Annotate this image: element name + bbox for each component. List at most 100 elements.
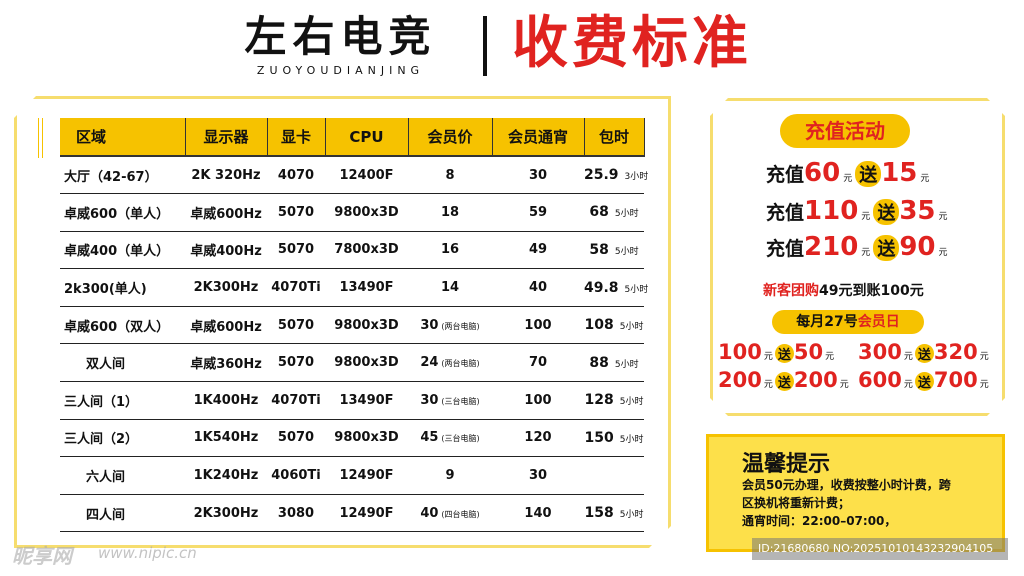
cell-area: 卓威400（单人）	[60, 231, 185, 270]
recharge-amount: 60	[804, 158, 841, 188]
yuan-unit: 元	[903, 380, 913, 390]
tips-line: 通宵时间：22:00–07:00，	[742, 514, 897, 528]
recharge-prefix: 充值	[766, 238, 805, 260]
deal-amount: 100	[718, 340, 762, 364]
member-day-prefix: 每月27号	[796, 314, 858, 330]
cell-package: 128 5小时	[584, 381, 644, 420]
table-row: 卓威600（单人） 卓威600Hz 5070 9800x3D 18 59 68 5小时	[60, 193, 644, 232]
package-price: 128	[584, 392, 614, 409]
table-row: 六人间 1K240Hz 4060Ti 12490F 9 30	[60, 456, 644, 495]
brand-name: 左右电竞	[244, 12, 437, 61]
member-day-banner: 每月27号会员日	[772, 310, 924, 334]
cell-overnight: 49	[492, 231, 584, 270]
column-header-monitor: 显示器	[185, 118, 268, 157]
price-value: 30	[420, 317, 439, 333]
give-badge: 送	[914, 372, 934, 391]
price-value: 8	[445, 167, 455, 183]
recharge-offer: 充值60 元送 15 元	[766, 158, 932, 188]
cell-gpu: 4060Ti	[267, 456, 325, 495]
cell-monitor: 卓威360Hz	[185, 343, 267, 383]
price-value: 18	[440, 204, 460, 220]
cell-monitor: 2K300Hz	[185, 268, 267, 307]
price-value: 16	[440, 242, 460, 258]
price-value: 45	[420, 430, 439, 446]
cell-package: 49.8 5小时	[584, 268, 648, 307]
cell-gpu: 4070Ti	[267, 268, 325, 307]
package-price: 49.8	[584, 279, 619, 296]
table-body: 大厅（42-67） 2K 320Hz 4070 12400F 8 30 25.9 3小时 卓威6…	[60, 156, 648, 533]
package-unit: 5小时	[614, 359, 639, 370]
cell-gpu: 4070	[267, 156, 325, 195]
package-price: 25.9	[584, 167, 619, 184]
cell-monitor: 卓威600Hz	[185, 306, 267, 345]
cell-area: 卓威600（单人）	[60, 193, 185, 232]
cell-package	[584, 456, 644, 495]
cell-package: 150 5小时	[584, 419, 644, 458]
deal-bonus: 700	[933, 368, 978, 392]
yuan-unit: 元	[825, 352, 835, 362]
frame-accent-bars	[38, 118, 42, 158]
package-unit: 5小时	[624, 284, 649, 295]
cell-overnight: 59	[492, 193, 584, 232]
column-header-cpu: CPU	[325, 118, 409, 157]
price-value: 9	[445, 468, 455, 484]
cell-area: 三人间（1）	[60, 381, 185, 420]
member-day-deal: 300 元送 320 元	[858, 340, 991, 364]
promo-frame	[710, 98, 1005, 416]
recharge-amount: 210	[804, 232, 859, 262]
price-note: (三台电脑)	[441, 396, 480, 406]
cell-member-price: 30 (三台电脑)	[408, 381, 492, 420]
cell-gpu: 3080	[267, 494, 325, 533]
yuan-unit: 元	[979, 352, 989, 362]
cell-package: 158 5小时	[584, 494, 644, 533]
price-note: (两台电脑)	[441, 359, 480, 369]
deal-bonus: 50	[793, 340, 824, 364]
package-unit: 5小时	[619, 322, 644, 333]
package-unit: 5小时	[619, 510, 644, 521]
cell-area: 四人间	[60, 494, 185, 533]
cell-member-price: 45 (三台电脑)	[408, 419, 492, 458]
member-day-deal: 200 元送 200 元	[718, 368, 851, 392]
yuan-unit: 元	[979, 380, 989, 390]
promo-title: 充值活动	[780, 114, 910, 148]
package-price: 150	[584, 429, 614, 446]
recharge-bonus: 15	[881, 158, 918, 188]
price-note: (四台电脑)	[441, 509, 480, 519]
yuan-unit: 元	[861, 248, 871, 258]
cell-gpu: 5070	[267, 343, 325, 383]
cell-area: 六人间	[60, 456, 185, 495]
recharge-prefix: 充值	[766, 202, 805, 224]
price-note: (两台电脑)	[441, 321, 480, 331]
package-price: 158	[584, 505, 614, 522]
yuan-unit: 元	[763, 352, 773, 362]
watermark-id: ID:21680680 NO:20251010143232904105	[752, 538, 1008, 560]
cell-cpu: 9800x3D	[325, 343, 408, 383]
price-value: 40	[420, 505, 439, 521]
watermark-url: www.nipic.cn	[98, 544, 197, 562]
table-row: 三人间（2） 1K540Hz 5070 9800x3D 45 (三台电脑) 120 150 5小…	[60, 419, 644, 458]
cell-overnight: 40	[492, 268, 584, 307]
cell-package: 88 5小时	[584, 343, 644, 383]
cell-cpu: 12490F	[325, 456, 408, 495]
cell-monitor: 卓威400Hz	[185, 231, 267, 270]
package-unit: 3小时	[624, 172, 649, 183]
recharge-offer: 充值110 元送 35 元	[766, 196, 951, 226]
cell-package: 68 5小时	[584, 193, 644, 232]
cell-member-price: 16	[408, 231, 492, 270]
deal-bonus: 320	[933, 340, 978, 364]
package-unit: 5小时	[614, 246, 639, 257]
price-table: 区域 显示器 显卡 CPU 会员价 会员通宵 包时 大厅（42-67） 2K 32…	[60, 118, 648, 533]
cell-member-price: 9	[408, 456, 492, 495]
yuan-unit: 元	[903, 352, 913, 362]
newcomer-get: 100元	[880, 283, 924, 299]
cell-area: 大厅（42-67）	[60, 156, 185, 195]
column-header-area: 区域	[60, 118, 186, 157]
table-row: 三人间（1） 1K400Hz 4070Ti 13490F 30 (三台电脑) 100 128 5…	[60, 381, 644, 420]
cell-overnight: 30	[492, 456, 584, 495]
newcomer-prefix: 新客团购	[763, 283, 819, 299]
cell-gpu: 5070	[267, 193, 325, 232]
yuan-unit: 元	[839, 380, 849, 390]
cell-cpu: 13490F	[325, 268, 408, 307]
cell-monitor: 1K400Hz	[185, 381, 267, 420]
member-day-label: 会员日	[857, 314, 900, 330]
